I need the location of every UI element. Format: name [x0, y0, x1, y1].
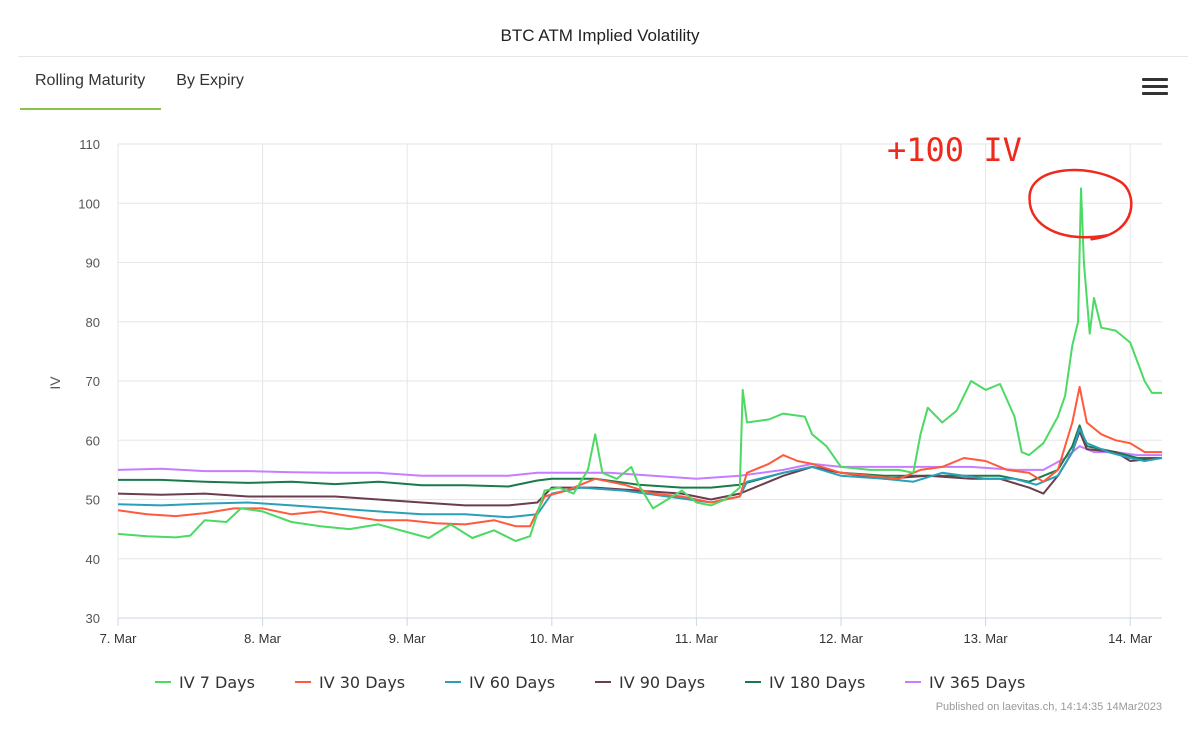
axes: 30 40 50 60 70 80 90 100 110 7. Mar 8. Mar 9. Mar 10… — [47, 137, 1162, 646]
tab-bar: Rolling Maturity By Expiry — [20, 64, 260, 110]
x-tick-label: 14. Mar — [1108, 631, 1153, 646]
annotation-circle — [1028, 168, 1133, 241]
series-line-iv-30-days — [117, 385, 1162, 528]
legend-label: IV 180 Days — [769, 673, 865, 692]
x-tick-label: 8. Mar — [244, 631, 282, 646]
tab-by-expiry[interactable]: By Expiry — [176, 72, 244, 89]
y-axis-label: IV — [47, 376, 63, 390]
tab-rolling-maturity[interactable]: Rolling Maturity — [20, 64, 162, 110]
y-tick-label: 80 — [86, 315, 100, 330]
legend-label: IV 60 Days — [469, 673, 555, 692]
annotation-circle-path — [1028, 168, 1133, 241]
legend-label: IV 30 Days — [319, 673, 405, 692]
y-tick-label: 30 — [86, 611, 100, 626]
title-divider — [18, 56, 1188, 57]
y-tick-label: 70 — [86, 374, 100, 389]
legend-label: IV 365 Days — [929, 673, 1025, 692]
legend-item[interactable]: IV 365 Days — [905, 673, 1025, 692]
x-tick-label: 13. Mar — [964, 631, 1009, 646]
series-line-iv-7-days — [117, 187, 1162, 542]
grid — [117, 143, 1162, 619]
legend-label: IV 90 Days — [619, 673, 705, 692]
series-line-iv-365-days — [117, 445, 1162, 480]
series-line-iv-60-days — [117, 427, 1163, 519]
y-tick-label: 40 — [86, 552, 100, 567]
legend-item[interactable]: IV 30 Days — [295, 673, 405, 692]
y-tick-label: 50 — [86, 493, 100, 508]
x-tick-label: 9. Mar — [389, 631, 427, 646]
x-tick-label: 11. Mar — [675, 631, 719, 646]
annotation-label: +100 IV — [887, 131, 1022, 169]
x-tick-label: 7. Mar — [100, 631, 138, 646]
y-tick-label: 100 — [78, 196, 100, 211]
legend[interactable]: IV 7 Days IV 30 Days IV 60 Days IV 90 Days I… — [155, 673, 1025, 692]
chart-title: BTC ATM Implied Volatility — [500, 26, 700, 45]
legend-item[interactable]: IV 90 Days — [595, 673, 705, 692]
credits[interactable]: Published on laevitas.ch, 14:14:35 14Mar… — [935, 701, 1162, 713]
y-tick-label: 90 — [86, 256, 100, 271]
hamburger-menu-icon[interactable] — [1142, 78, 1168, 98]
legend-label: IV 7 Days — [179, 673, 255, 692]
series-line-iv-180-days — [118, 424, 1162, 489]
legend-item[interactable]: IV 7 Days — [155, 673, 255, 692]
series-lines — [117, 187, 1163, 542]
y-tick-label: 110 — [79, 137, 100, 152]
legend-item[interactable]: IV 60 Days — [445, 673, 555, 692]
x-tick-label: 10. Mar — [530, 631, 575, 646]
x-tick-label: 12. Mar — [819, 631, 864, 646]
y-tick-label: 60 — [86, 433, 100, 448]
legend-item[interactable]: IV 180 Days — [745, 673, 865, 692]
